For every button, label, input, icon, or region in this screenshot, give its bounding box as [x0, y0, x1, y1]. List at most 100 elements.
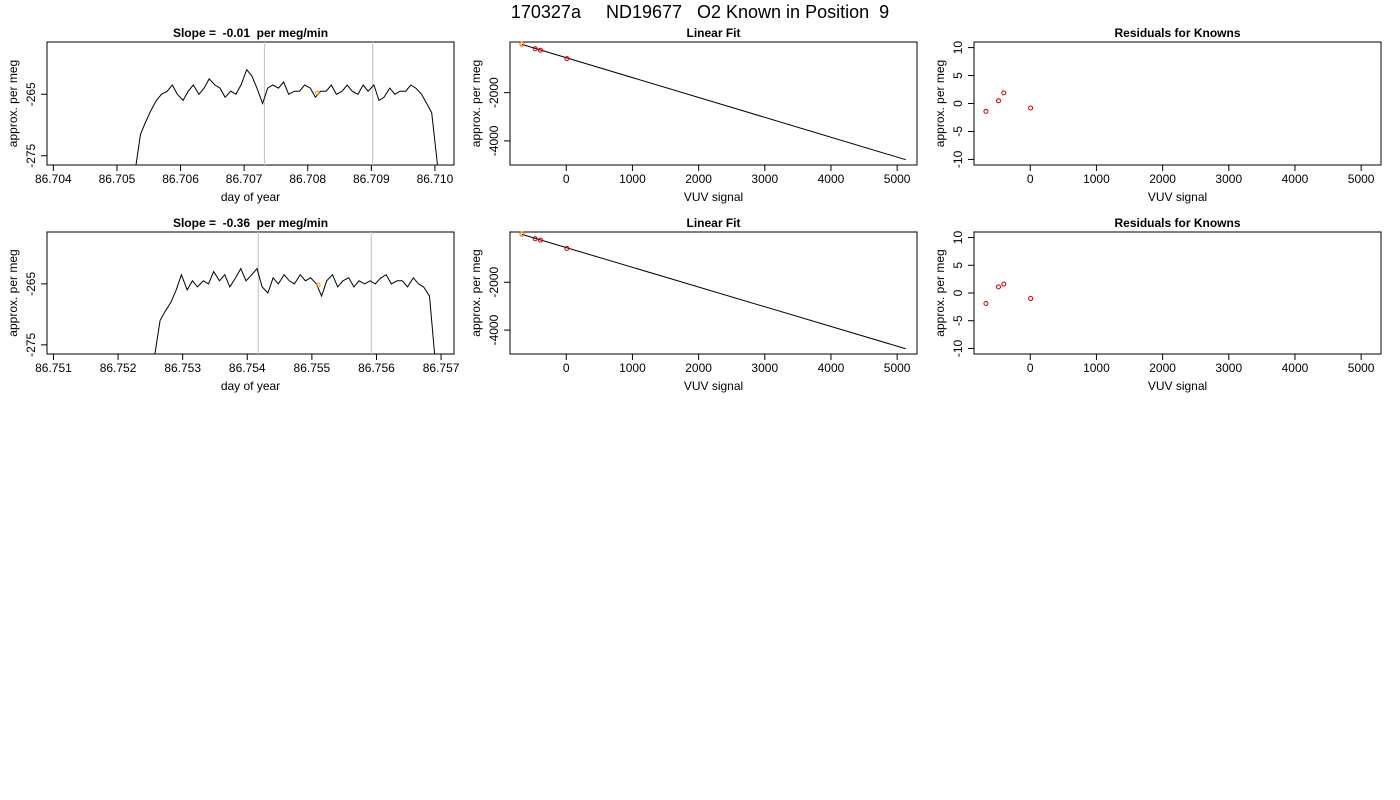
- chart-1-xlabel: day of year: [221, 190, 280, 204]
- chart-4-xtick-label: 86.757: [423, 361, 460, 375]
- chart-1-xtick-label: 86.707: [226, 172, 263, 186]
- chart-2-ytick-label: -4000: [487, 125, 501, 156]
- chart-1-xtick-label: 86.706: [162, 172, 199, 186]
- chart-3-data-point: [983, 108, 989, 114]
- chart-2-ytick-label: -2000: [487, 77, 501, 108]
- chart-5-xtick-label: 4000: [818, 361, 845, 375]
- chart-4-ytick-label: -275: [24, 333, 38, 357]
- chart-6-data-point: [1001, 281, 1007, 287]
- chart-3-xtick-label: 2000: [1149, 172, 1176, 186]
- chart-6-ylabel: approx. per meg: [933, 249, 947, 336]
- chart-1-xtick-label: 86.705: [99, 172, 136, 186]
- chart-3-xtick-label: 3000: [1215, 172, 1242, 186]
- chart-3-xtick-label: 5000: [1348, 172, 1375, 186]
- chart-1-ytick-label: -265: [24, 82, 38, 106]
- chart-3-title: Residuals for Knowns: [1114, 26, 1240, 40]
- chart-1-xtick-label: 86.708: [289, 172, 326, 186]
- chart-5-ylabel: approx. per meg: [469, 249, 483, 336]
- chart-4-xtick-label: 86.751: [35, 361, 72, 375]
- chart-6-xtick-label: 2000: [1149, 361, 1176, 375]
- chart-5-xtick-label: 3000: [751, 361, 778, 375]
- chart-5-xtick-label: 1000: [619, 361, 646, 375]
- chart-5-xtick-label: 2000: [685, 361, 712, 375]
- chart-3-data-point: [1001, 90, 1007, 96]
- chart-2-highlight-point: [519, 41, 525, 47]
- chart-6-data-point: [1028, 296, 1034, 302]
- chart-5-xtick-label: 5000: [884, 361, 911, 375]
- chart-4-series-line: [154, 267, 436, 355]
- chart-1-ylabel: approx. per meg: [6, 60, 20, 147]
- chart-4-ylabel: approx. per meg: [6, 249, 20, 336]
- chart-4-frame: [46, 231, 455, 355]
- chart-3-frame: [973, 41, 1382, 166]
- chart-6-data-point: [983, 301, 989, 307]
- chart-5-fit-line: [521, 233, 906, 350]
- chart-5-title: Linear Fit: [686, 216, 740, 230]
- chart-5-xlabel: VUV signal: [684, 379, 743, 393]
- chart-6-xtick-label: 3000: [1215, 361, 1242, 375]
- chart-6-xlabel: VUV signal: [1148, 379, 1207, 393]
- chart-3-xtick-label: 4000: [1282, 172, 1309, 186]
- chart-2-data-point: [532, 46, 538, 52]
- chart-2-xlabel: VUV signal: [684, 190, 743, 204]
- chart-3-xlabel: VUV signal: [1148, 190, 1207, 204]
- chart-4-xtick-label: 86.756: [358, 361, 395, 375]
- chart-4-xtick-label: 86.754: [229, 361, 266, 375]
- chart-6-frame: [973, 231, 1382, 355]
- chart-2-ylabel: approx. per meg: [469, 60, 483, 147]
- chart-2-data-point: [564, 56, 570, 62]
- chart-3-ytick-label: 0: [951, 100, 965, 107]
- chart-5-highlight-point: [519, 231, 525, 237]
- chart-6-ytick-label: -10: [951, 339, 965, 357]
- chart-6-xtick-label: 1000: [1083, 361, 1110, 375]
- chart-4-ytick-label: -265: [24, 272, 38, 296]
- chart-6-xtick-label: 0: [1027, 361, 1034, 375]
- chart-2-xtick-label: 4000: [818, 172, 845, 186]
- chart-4-xlabel: day of year: [221, 379, 280, 393]
- chart-4-xtick-label: 86.753: [164, 361, 201, 375]
- chart-6-ytick-label: 5: [951, 262, 965, 269]
- chart-2-fit-line: [521, 43, 906, 161]
- chart-3-xtick-label: 0: [1027, 172, 1034, 186]
- chart-1-ytick-label: -275: [24, 143, 38, 167]
- chart-2-title: Linear Fit: [686, 26, 740, 40]
- chart-6-data-point: [995, 284, 1001, 290]
- chart-2-xtick-label: 0: [563, 172, 570, 186]
- chart-6-ytick-label: 10: [951, 231, 965, 245]
- chart-5-frame: [509, 231, 918, 355]
- chart-1-series-line: [135, 68, 438, 166]
- chart-5-ytick-label: -2000: [487, 267, 501, 298]
- chart-3-ytick-label: -5: [951, 126, 965, 137]
- chart-6-ytick-label: -5: [951, 315, 965, 326]
- chart-3-data-point: [995, 98, 1001, 104]
- chart-2-xtick-label: 1000: [619, 172, 646, 186]
- chart-3-ytick-label: -10: [951, 150, 965, 168]
- chart-1-title: Slope = -0.01 per meg/min: [173, 26, 328, 40]
- chart-3-xtick-label: 1000: [1083, 172, 1110, 186]
- chart-4-title: Slope = -0.36 per meg/min: [173, 216, 328, 230]
- chart-3-ytick-label: 5: [951, 72, 965, 79]
- chart-3-data-point: [1028, 105, 1034, 111]
- chart-4-highlight-point: [316, 282, 321, 288]
- chart-1-highlight-point: [314, 90, 320, 96]
- chart-6-xtick-label: 5000: [1348, 361, 1375, 375]
- chart-5-data-point: [537, 237, 543, 243]
- chart-2-xtick-label: 2000: [685, 172, 712, 186]
- chart-4-xtick-label: 86.752: [100, 361, 137, 375]
- chart-1-xtick-label: 86.710: [417, 172, 454, 186]
- chart-1-xtick-label: 86.709: [353, 172, 390, 186]
- chart-2-xtick-label: 3000: [751, 172, 778, 186]
- chart-5-data-point: [564, 246, 570, 252]
- chart-5-ytick-label: -4000: [487, 314, 501, 345]
- chart-4-xtick-label: 86.755: [294, 361, 331, 375]
- chart-6-ytick-label: 0: [951, 289, 965, 296]
- chart-6-title: Residuals for Knowns: [1114, 216, 1240, 230]
- chart-3-ytick-label: 10: [951, 41, 965, 55]
- chart-1-xtick-label: 86.704: [35, 172, 72, 186]
- chart-2-frame: [509, 41, 918, 166]
- chart-5-data-point: [532, 236, 538, 242]
- chart-1-frame: [46, 41, 455, 166]
- chart-5-xtick-label: 0: [563, 361, 570, 375]
- chart-2-xtick-label: 5000: [884, 172, 911, 186]
